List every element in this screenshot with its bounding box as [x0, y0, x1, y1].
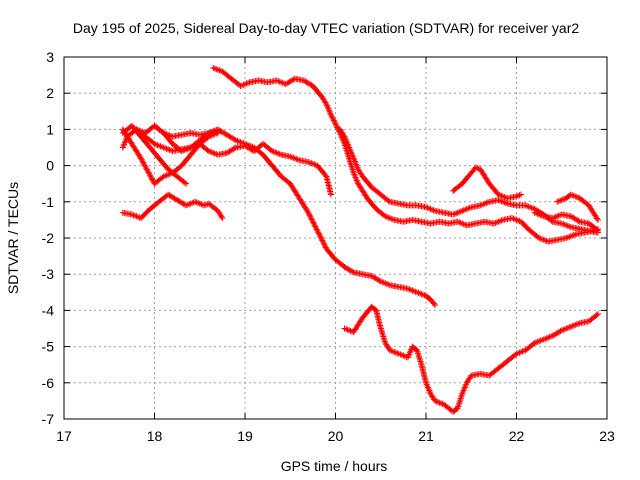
y-tick-label: 1 [46, 121, 54, 137]
series-track-1 [119, 191, 226, 222]
series-track-9 [450, 164, 525, 202]
series-track-4 [119, 126, 221, 187]
series-track-6 [151, 122, 439, 308]
x-tick-label: 23 [599, 428, 615, 444]
series-markers [341, 303, 601, 415]
series-track-10 [531, 209, 601, 234]
x-tick-label: 18 [147, 428, 163, 444]
y-tick-label: -1 [42, 194, 55, 210]
series-markers [531, 209, 601, 234]
data-points [119, 64, 601, 415]
y-tick-label: -6 [42, 375, 55, 391]
y-axis-title: SDTVAR / TECUs [5, 182, 21, 294]
y-tick-label: 2 [46, 85, 54, 101]
series-markers [337, 126, 601, 236]
series-markers [554, 191, 601, 223]
grid [64, 57, 607, 419]
series-markers [119, 126, 221, 187]
y-tick-label: -5 [42, 339, 55, 355]
series-track-8 [337, 126, 601, 236]
y-tick-label: -3 [42, 266, 55, 282]
y-tick-label: -4 [42, 302, 55, 318]
y-tick-label: -2 [42, 230, 55, 246]
series-track-12 [341, 303, 601, 415]
x-tick-label: 22 [509, 428, 525, 444]
x-tick-label: 19 [237, 428, 253, 444]
x-tick-label: 21 [418, 428, 434, 444]
x-axis-title: GPS time / hours [281, 458, 388, 474]
series-track-11 [554, 191, 601, 223]
y-tick-label: -7 [42, 411, 55, 427]
series-markers [450, 164, 525, 202]
series-markers [151, 122, 439, 308]
y-tick-label: 0 [46, 158, 54, 174]
x-tick-label: 17 [56, 428, 72, 444]
series-markers [210, 64, 601, 245]
x-tick-label: 20 [328, 428, 344, 444]
chart-title: Day 195 of 2025, Sidereal Day-to-day VTE… [73, 20, 579, 36]
series-track-7 [210, 64, 601, 245]
series-markers [119, 191, 226, 222]
y-tick-label: 3 [46, 49, 54, 65]
